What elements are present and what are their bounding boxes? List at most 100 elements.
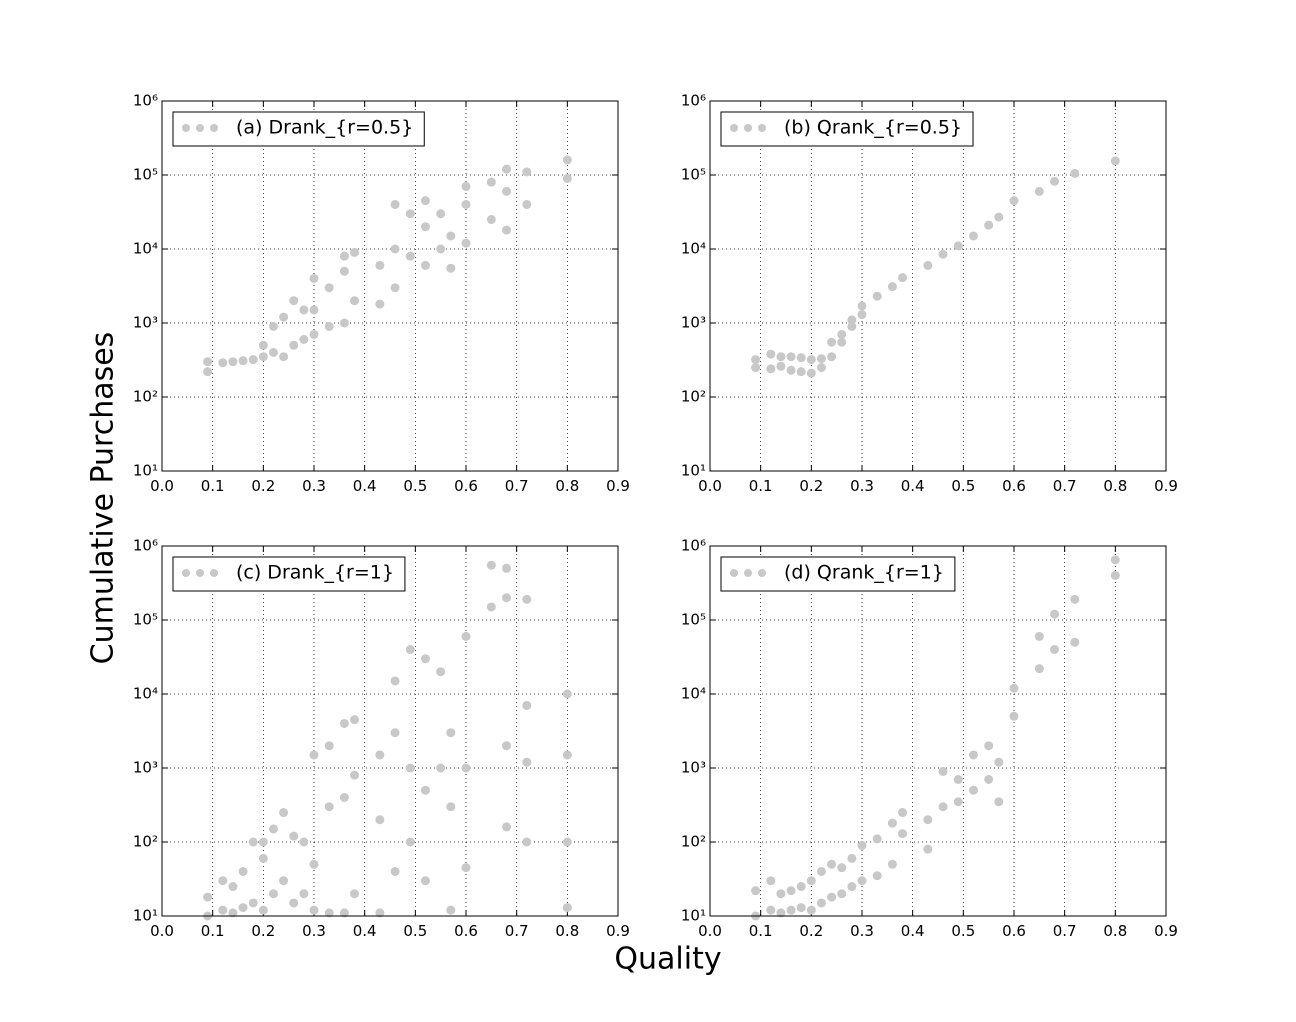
scatter-point — [1050, 176, 1060, 186]
scatter-point — [420, 222, 430, 232]
plot-frame — [161, 545, 619, 917]
scatter-point — [796, 353, 806, 363]
scatter-point — [857, 310, 867, 320]
scatter-point — [218, 358, 228, 368]
scatter-point — [446, 905, 456, 915]
legend-marker — [210, 569, 218, 577]
y-axis-label: Cumulative Purchases — [86, 332, 121, 665]
x-tick-label: 0.6 — [1002, 922, 1026, 940]
scatter-point — [837, 889, 847, 899]
x-tick-label: 0.5 — [403, 922, 427, 940]
x-tick-label: 0.0 — [698, 922, 722, 940]
plot-frame — [709, 545, 1167, 917]
scatter-point — [816, 866, 826, 876]
scatter-point — [522, 837, 532, 847]
legend-label: (d) Qrank_{r=1} — [784, 562, 944, 584]
legend: (b) Qrank_{r=0.5} — [720, 111, 974, 147]
scatter-point — [502, 741, 512, 751]
x-tick-label: 0.8 — [1103, 477, 1127, 495]
scatter-point — [994, 212, 1004, 222]
scatter-point — [847, 853, 857, 863]
scatter-point — [1034, 631, 1044, 641]
scatter-point — [522, 757, 532, 767]
scatter-point — [984, 741, 994, 751]
scatter-point — [562, 837, 572, 847]
scatter-point — [289, 296, 299, 306]
scatter-point — [309, 273, 319, 283]
x-tick-label: 0.5 — [951, 922, 975, 940]
scatter-point — [847, 882, 857, 892]
scatter-point — [420, 196, 430, 206]
scatter-point — [238, 356, 248, 366]
scatter-point — [806, 876, 816, 886]
y-tick-label: 10⁵ — [681, 611, 706, 629]
scatter-point — [857, 876, 867, 886]
scatter-point — [446, 231, 456, 241]
legend-marker — [182, 569, 190, 577]
scatter-point — [461, 631, 471, 641]
x-tick-label: 0.0 — [150, 922, 174, 940]
scatter-point — [486, 215, 496, 225]
scatter-point — [806, 905, 816, 915]
scatter-point — [324, 802, 334, 812]
scatter-point — [350, 770, 360, 780]
scatter-point — [786, 905, 796, 915]
legend-marker — [744, 569, 752, 577]
scatter-point — [436, 209, 446, 219]
scatter-point — [1034, 664, 1044, 674]
y-tick-label: 10⁵ — [133, 611, 158, 629]
x-tick-label: 0.5 — [403, 477, 427, 495]
scatter-point — [218, 876, 228, 886]
scatter-point — [837, 329, 847, 339]
scatter-point — [390, 283, 400, 293]
scatter-point — [898, 829, 908, 839]
scatter-point — [309, 305, 319, 315]
scatter-point — [796, 367, 806, 377]
scatter-point — [806, 355, 816, 365]
scatter-point — [1034, 186, 1044, 196]
scatter-point — [796, 882, 806, 892]
scatter-point — [562, 689, 572, 699]
scatter-point — [375, 299, 385, 309]
scatter-point — [827, 892, 837, 902]
scatter-point — [375, 908, 385, 918]
x-tick-label: 0.0 — [150, 477, 174, 495]
scatter-point — [486, 177, 496, 187]
x-tick-label: 0.8 — [555, 922, 579, 940]
scatter-point — [898, 273, 908, 283]
legend-marker — [196, 569, 204, 577]
scatter-point — [258, 853, 268, 863]
y-tick-label: 10⁵ — [133, 166, 158, 184]
legend-marker — [182, 124, 190, 132]
scatter-point — [203, 357, 213, 367]
x-tick-label: 0.6 — [454, 477, 478, 495]
y-tick-label: 10⁴ — [133, 240, 158, 258]
x-tick-label: 0.7 — [505, 477, 529, 495]
scatter-point — [502, 563, 512, 573]
scatter-point — [776, 361, 786, 371]
x-tick-label: 0.8 — [555, 477, 579, 495]
scatter-point — [1070, 594, 1080, 604]
scatter-point — [279, 312, 289, 322]
scatter-point — [751, 355, 761, 365]
scatter-point — [816, 363, 826, 373]
x-tick-label: 0.1 — [201, 922, 225, 940]
scatter-point — [339, 792, 349, 802]
scatter-point — [766, 876, 776, 886]
scatter-point — [436, 244, 446, 254]
scatter-point — [218, 905, 228, 915]
scatter-point — [522, 167, 532, 177]
y-tick-label: 10¹ — [133, 462, 158, 480]
scatter-point — [289, 898, 299, 908]
scatter-point — [289, 340, 299, 350]
scatter-point — [309, 750, 319, 760]
scatter-point — [268, 824, 278, 834]
x-tick-label: 0.1 — [749, 477, 773, 495]
y-tick-label: 10³ — [681, 759, 706, 777]
scatter-point — [1009, 683, 1019, 693]
legend: (c) Drank_{r=1} — [172, 556, 406, 592]
scatter-point — [786, 365, 796, 375]
scatter-point — [994, 757, 1004, 767]
x-tick-label: 0.9 — [1154, 922, 1178, 940]
